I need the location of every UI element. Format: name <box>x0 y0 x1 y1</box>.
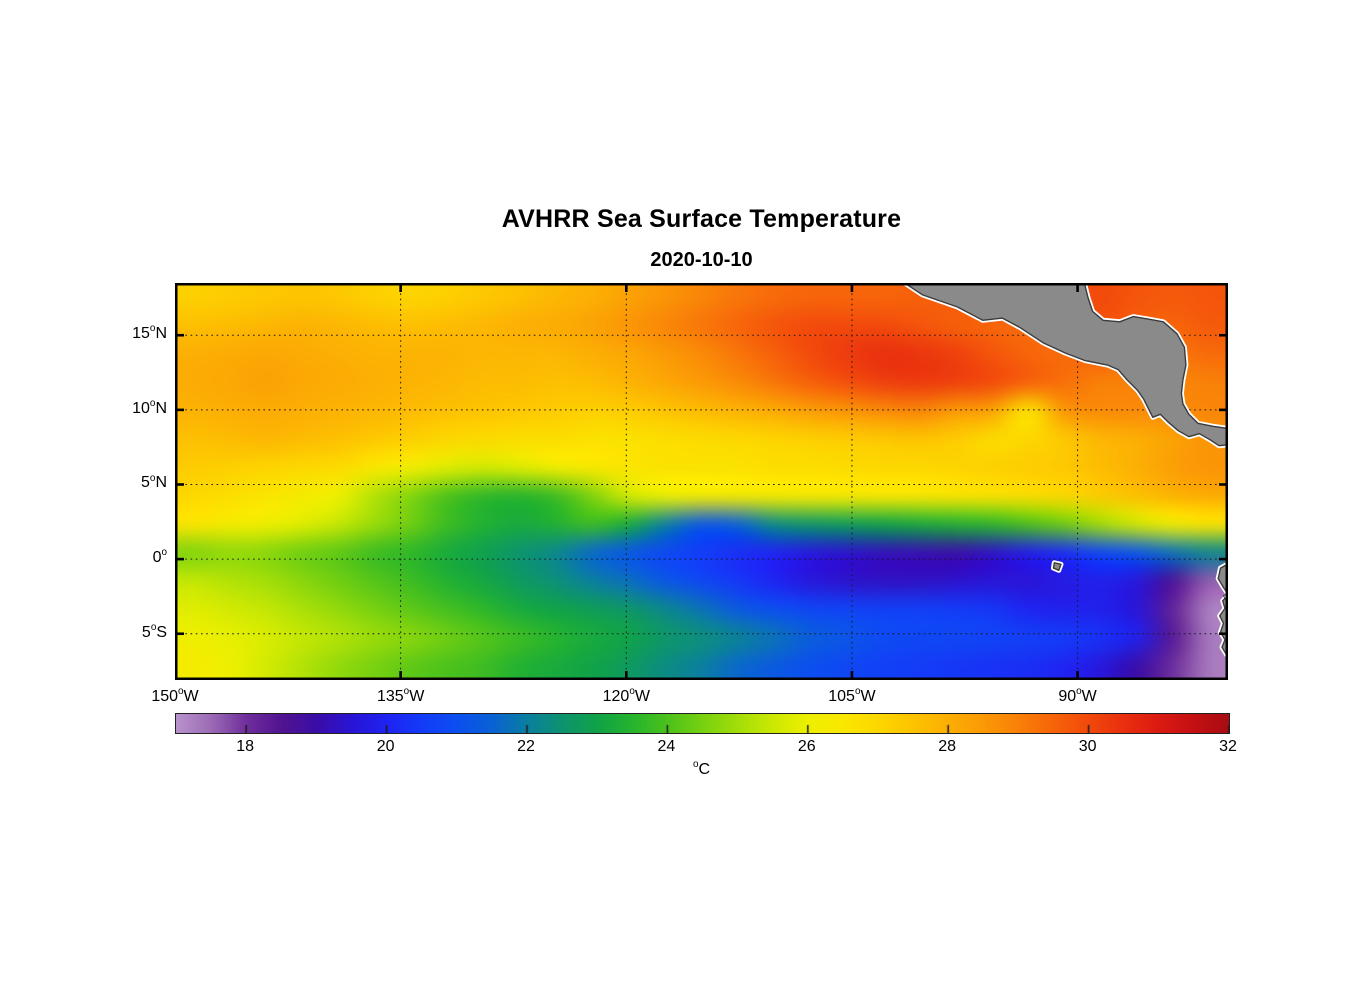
colorbar-tick-label: 18 <box>236 738 255 755</box>
x-tick-label: 120oW <box>602 686 650 705</box>
colorbar-tick-label: 28 <box>938 738 957 755</box>
colorbar-tick-label: 26 <box>797 738 816 755</box>
map-overlay <box>175 283 1228 680</box>
y-tick-label: 5oS <box>141 621 167 641</box>
colorbar-unit-label: oC <box>692 759 711 778</box>
x-tick-label: 90oW <box>1058 686 1097 705</box>
x-tick-label: 105oW <box>828 686 876 705</box>
x-tick-label: 150oW <box>151 686 199 705</box>
y-tick-label: 5oN <box>141 472 167 492</box>
colorbar <box>175 713 1230 734</box>
colorbar-canvas <box>176 714 1229 733</box>
galapagos-island <box>1052 562 1062 571</box>
colorbar-tick-label: 20 <box>376 738 395 755</box>
figure-subtitle: 2020-10-10 <box>650 249 753 271</box>
colorbar-tick-label: 30 <box>1078 738 1097 755</box>
colorbar-tick-label: 24 <box>657 738 676 755</box>
axes-frame <box>175 283 1228 680</box>
y-tick-label: 15oN <box>132 323 167 343</box>
figure-title: AVHRR Sea Surface Temperature <box>501 205 902 233</box>
y-tick-label: 0o <box>152 547 167 567</box>
colorbar-tick-label: 32 <box>1219 738 1237 755</box>
sst-map <box>175 283 1228 680</box>
land-mexico-central-america <box>903 283 1228 447</box>
colorbar-tick-label: 22 <box>517 738 535 755</box>
y-tick-label: 10oN <box>132 398 167 417</box>
x-tick-label: 135oW <box>376 686 425 705</box>
